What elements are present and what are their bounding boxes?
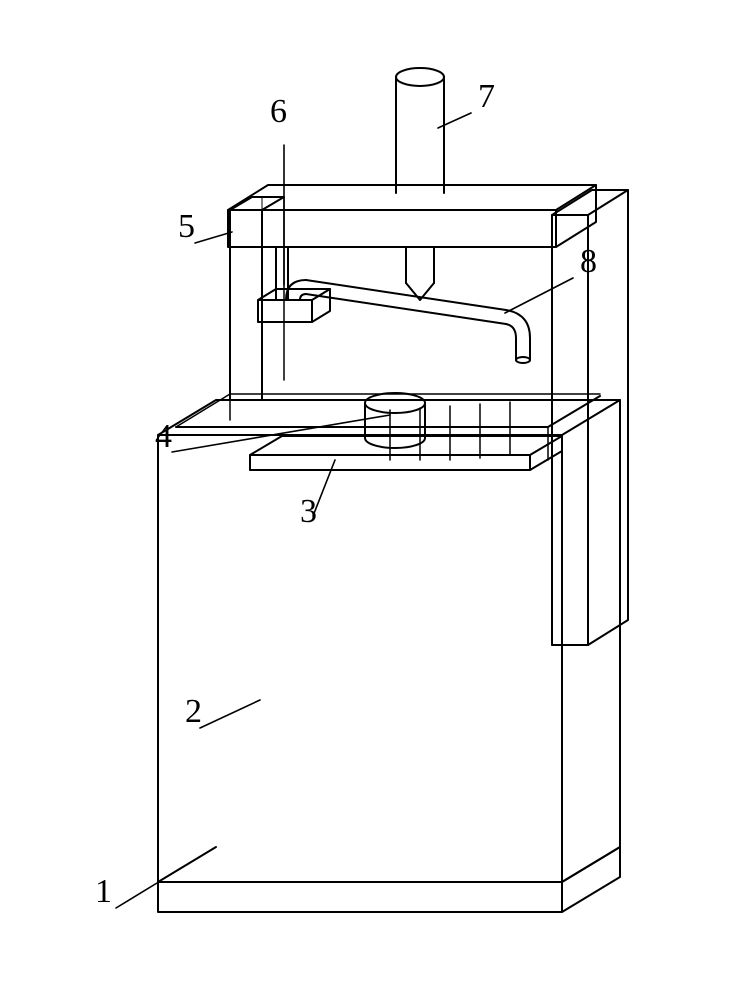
label-1: 1: [95, 873, 112, 911]
label-5: 5: [178, 208, 195, 246]
base-platform: [158, 847, 620, 912]
left-hanger: [258, 247, 330, 322]
cross-plank: [250, 436, 562, 470]
inner-slats: [390, 402, 510, 460]
label-4: 4: [155, 418, 172, 456]
label-3: 3: [300, 493, 317, 531]
label-8: 8: [580, 243, 597, 281]
plank-cylinder: [365, 393, 425, 448]
main-box: [158, 394, 620, 882]
label-2: 2: [185, 693, 202, 731]
diagram-canvas: [0, 0, 744, 1000]
label-7: 7: [478, 78, 495, 116]
label-6: 6: [270, 93, 287, 131]
